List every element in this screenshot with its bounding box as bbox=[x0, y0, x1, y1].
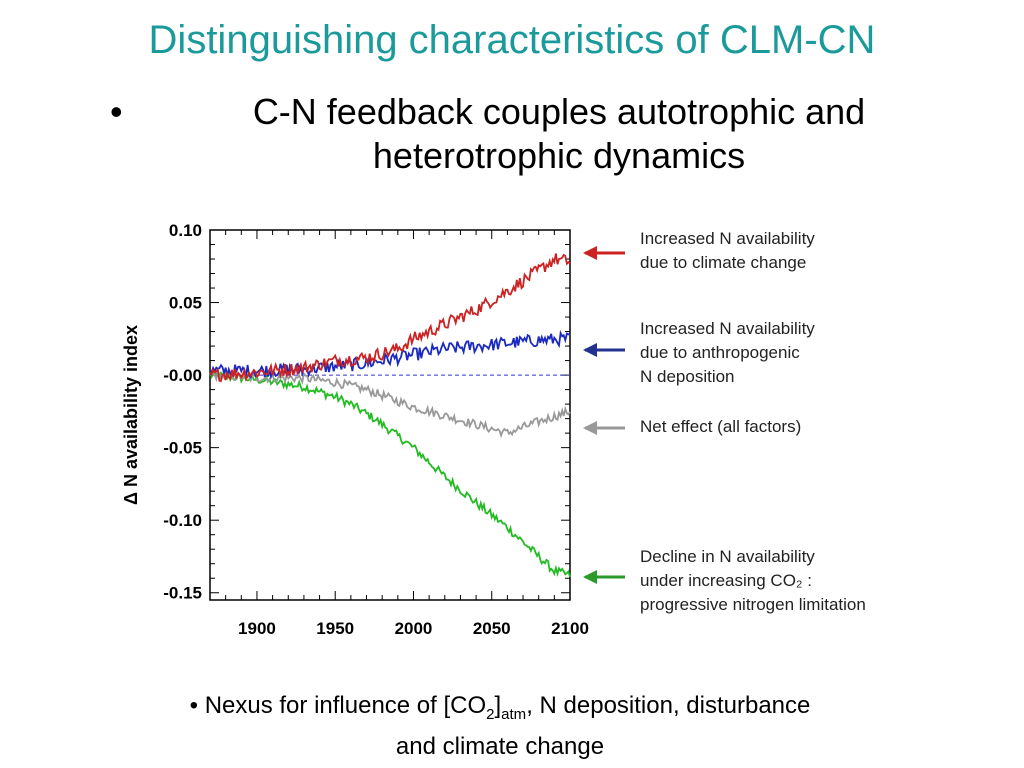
y-tick-label: -0.05 bbox=[163, 439, 202, 458]
note-prefix: • Nexus for influence of [CO bbox=[189, 692, 487, 719]
note-sub-atm: atm bbox=[501, 705, 527, 723]
series-line-2 bbox=[209, 370, 571, 439]
n-availability-chart: 1900 1950 2000 2050 2100 0.10 0.05 -0.00 -0.05 -0… bbox=[121, 221, 866, 638]
series-label-line-3-2: progressive nitrogen limitation bbox=[640, 595, 866, 614]
series-label-line-1-0: Increased N availability bbox=[640, 319, 815, 338]
note-line2: and climate change bbox=[395, 732, 605, 760]
slide-title: Distinguishing characteristics of CLM-CN bbox=[148, 18, 876, 62]
x-tick-label: 2000 bbox=[395, 619, 433, 638]
series-line-1 bbox=[209, 330, 571, 380]
y-tick-label: -0.15 bbox=[163, 584, 202, 603]
x-tick-label: 1950 bbox=[316, 619, 354, 638]
series-arrow-head-0 bbox=[583, 246, 597, 260]
series-arrow-head-2 bbox=[583, 421, 597, 435]
series-arrow-head-3 bbox=[583, 570, 597, 584]
series-label-line-0-0: Increased N availability bbox=[640, 229, 815, 248]
note-suffix: , N deposition, disturbance bbox=[526, 692, 811, 719]
bullet-text: C-N feedback couples autotrophic and het… bbox=[252, 91, 866, 176]
y-tick-label: 0.05 bbox=[169, 294, 202, 313]
series-arrow-head-1 bbox=[583, 343, 597, 357]
y-axis-label: Δ N availability index bbox=[121, 325, 141, 505]
note-bracket: ] bbox=[494, 692, 502, 719]
series-label-line-2-0: Net effect (all factors) bbox=[640, 417, 801, 436]
series-label-line-3-1: under increasing CO₂ : bbox=[640, 571, 812, 590]
main-bullet: • C-N feedback couples autotrophic and h… bbox=[110, 90, 970, 178]
y-tick-label: 0.10 bbox=[169, 221, 202, 240]
series-line-3 bbox=[209, 369, 571, 578]
y-tick-label: -0.00 bbox=[163, 366, 202, 385]
x-tick-label: 2100 bbox=[551, 619, 589, 638]
series-label-line-3-0: Decline in N availability bbox=[640, 547, 815, 566]
x-tick-label: 2050 bbox=[473, 619, 511, 638]
series-label-line-1-1: due to anthropogenic bbox=[640, 343, 800, 362]
note-sub-co2: 2 bbox=[486, 705, 495, 723]
footer-note: • Nexus for influence of [CO2]atm, N dep… bbox=[120, 690, 880, 763]
series-label-line-1-2: N deposition bbox=[640, 367, 735, 386]
plot-frame bbox=[209, 229, 571, 601]
series-line-0 bbox=[209, 253, 571, 382]
bullet-mark: • bbox=[110, 91, 123, 132]
series-label-line-0-1: due to climate change bbox=[640, 253, 806, 272]
x-tick-label: 1900 bbox=[238, 619, 276, 638]
y-tick-label: -0.10 bbox=[163, 511, 202, 530]
